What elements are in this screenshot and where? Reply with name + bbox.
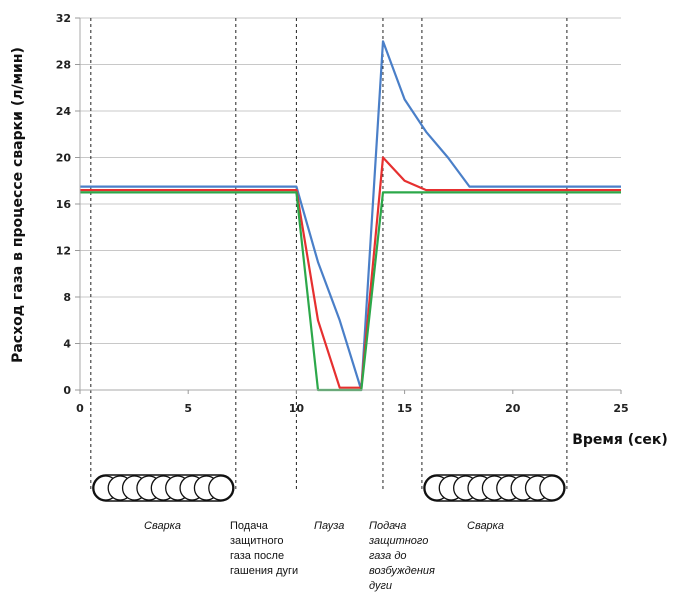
phase-postflow-line-3: газа после: [230, 550, 284, 562]
y-tick-label-8: 8: [63, 291, 71, 304]
tick-labels: 0 4 8 12 16 20 24 28 32 0 5 10 15 20 25: [56, 12, 629, 415]
x-tick-label-0: 0: [76, 402, 84, 415]
phase-postflow-line-4: гашения дуги: [230, 565, 298, 577]
phase-preflow-line-3: газа до: [369, 550, 407, 562]
coil-ring-8: [539, 475, 565, 501]
x-tick-label-5: 5: [184, 402, 192, 415]
phase-label-welding-1: Сварка: [144, 520, 181, 532]
phase-postflow-line-2: защитного: [230, 535, 283, 547]
x-tick-label-25: 25: [613, 402, 628, 415]
y-tick-label-20: 20: [56, 152, 72, 165]
phase-label-pause: Пауза: [314, 520, 344, 532]
grid-lines: [80, 17, 621, 391]
series-line-0: [80, 40, 621, 392]
x-tick-label-10: 10: [289, 402, 305, 415]
phase-label-preflow: Подача защитного газа до возбуждения дуг…: [368, 520, 435, 592]
y-tick-label-12: 12: [56, 245, 71, 258]
wire-coil-icon-right: [423, 474, 566, 502]
phase-preflow-line-4: возбуждения: [369, 565, 435, 577]
y-tick-label-4: 4: [63, 338, 71, 351]
x-axis-title: Время (сек): [572, 432, 668, 448]
phase-label-welding-2: Сварка: [467, 520, 504, 532]
phase-preflow-line-1: Подача: [369, 520, 406, 532]
wire-coil-icon-left: [92, 474, 235, 502]
series-line-2: [80, 191, 621, 392]
y-tick-label-32: 32: [56, 12, 71, 25]
phase-preflow-line-2: защитного: [368, 535, 428, 547]
phase-divider-lines: [90, 18, 568, 490]
phase-postflow-line-1: Подача: [230, 520, 269, 532]
coil-ring-8: [208, 475, 234, 501]
x-tick-label-20: 20: [505, 402, 521, 415]
phase-preflow-line-5: дуги: [369, 580, 392, 592]
series-lines: [80, 40, 621, 392]
x-tick-label-15: 15: [397, 402, 412, 415]
y-tick-label-0: 0: [63, 384, 71, 397]
y-tick-label-16: 16: [56, 198, 72, 211]
y-tick-label-24: 24: [56, 105, 72, 118]
y-axis-title: Расход газа в процессе сварки (л/мин): [10, 47, 26, 363]
phase-label-postflow: Подача защитного газа после гашения дуги: [230, 520, 298, 577]
y-tick-label-28: 28: [56, 59, 71, 72]
